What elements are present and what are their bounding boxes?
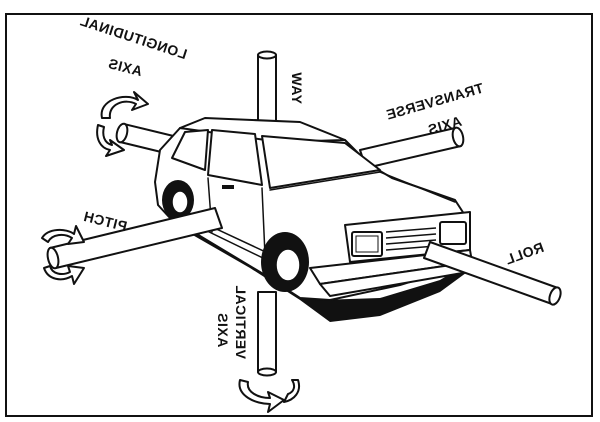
yaw-label-group: YAW	[289, 72, 305, 104]
vertical-axis-label: AXIS	[215, 313, 231, 348]
rear-wheel	[162, 180, 194, 220]
vertical-label: VERTICAL	[233, 285, 249, 359]
vertical-axis-rod-bottom	[257, 291, 277, 377]
vertical-axis-rod-top	[257, 50, 277, 126]
longitudinal-rotation-arrow-icon	[96, 91, 149, 157]
car-illustration	[154, 117, 473, 301]
yaw-rotation-arrow-icon	[238, 379, 300, 413]
yaw-label: YAW	[289, 72, 305, 104]
pitch-rotation-arrow-icon	[41, 225, 85, 285]
roll-axis-rod	[423, 241, 562, 306]
pitch-axis-rod	[46, 207, 223, 270]
front-wheel	[261, 232, 309, 292]
car-shadow	[170, 215, 470, 322]
vertical-label-group: VERTICAL	[233, 285, 249, 359]
vertical-axis-label-group: AXIS	[215, 313, 231, 348]
